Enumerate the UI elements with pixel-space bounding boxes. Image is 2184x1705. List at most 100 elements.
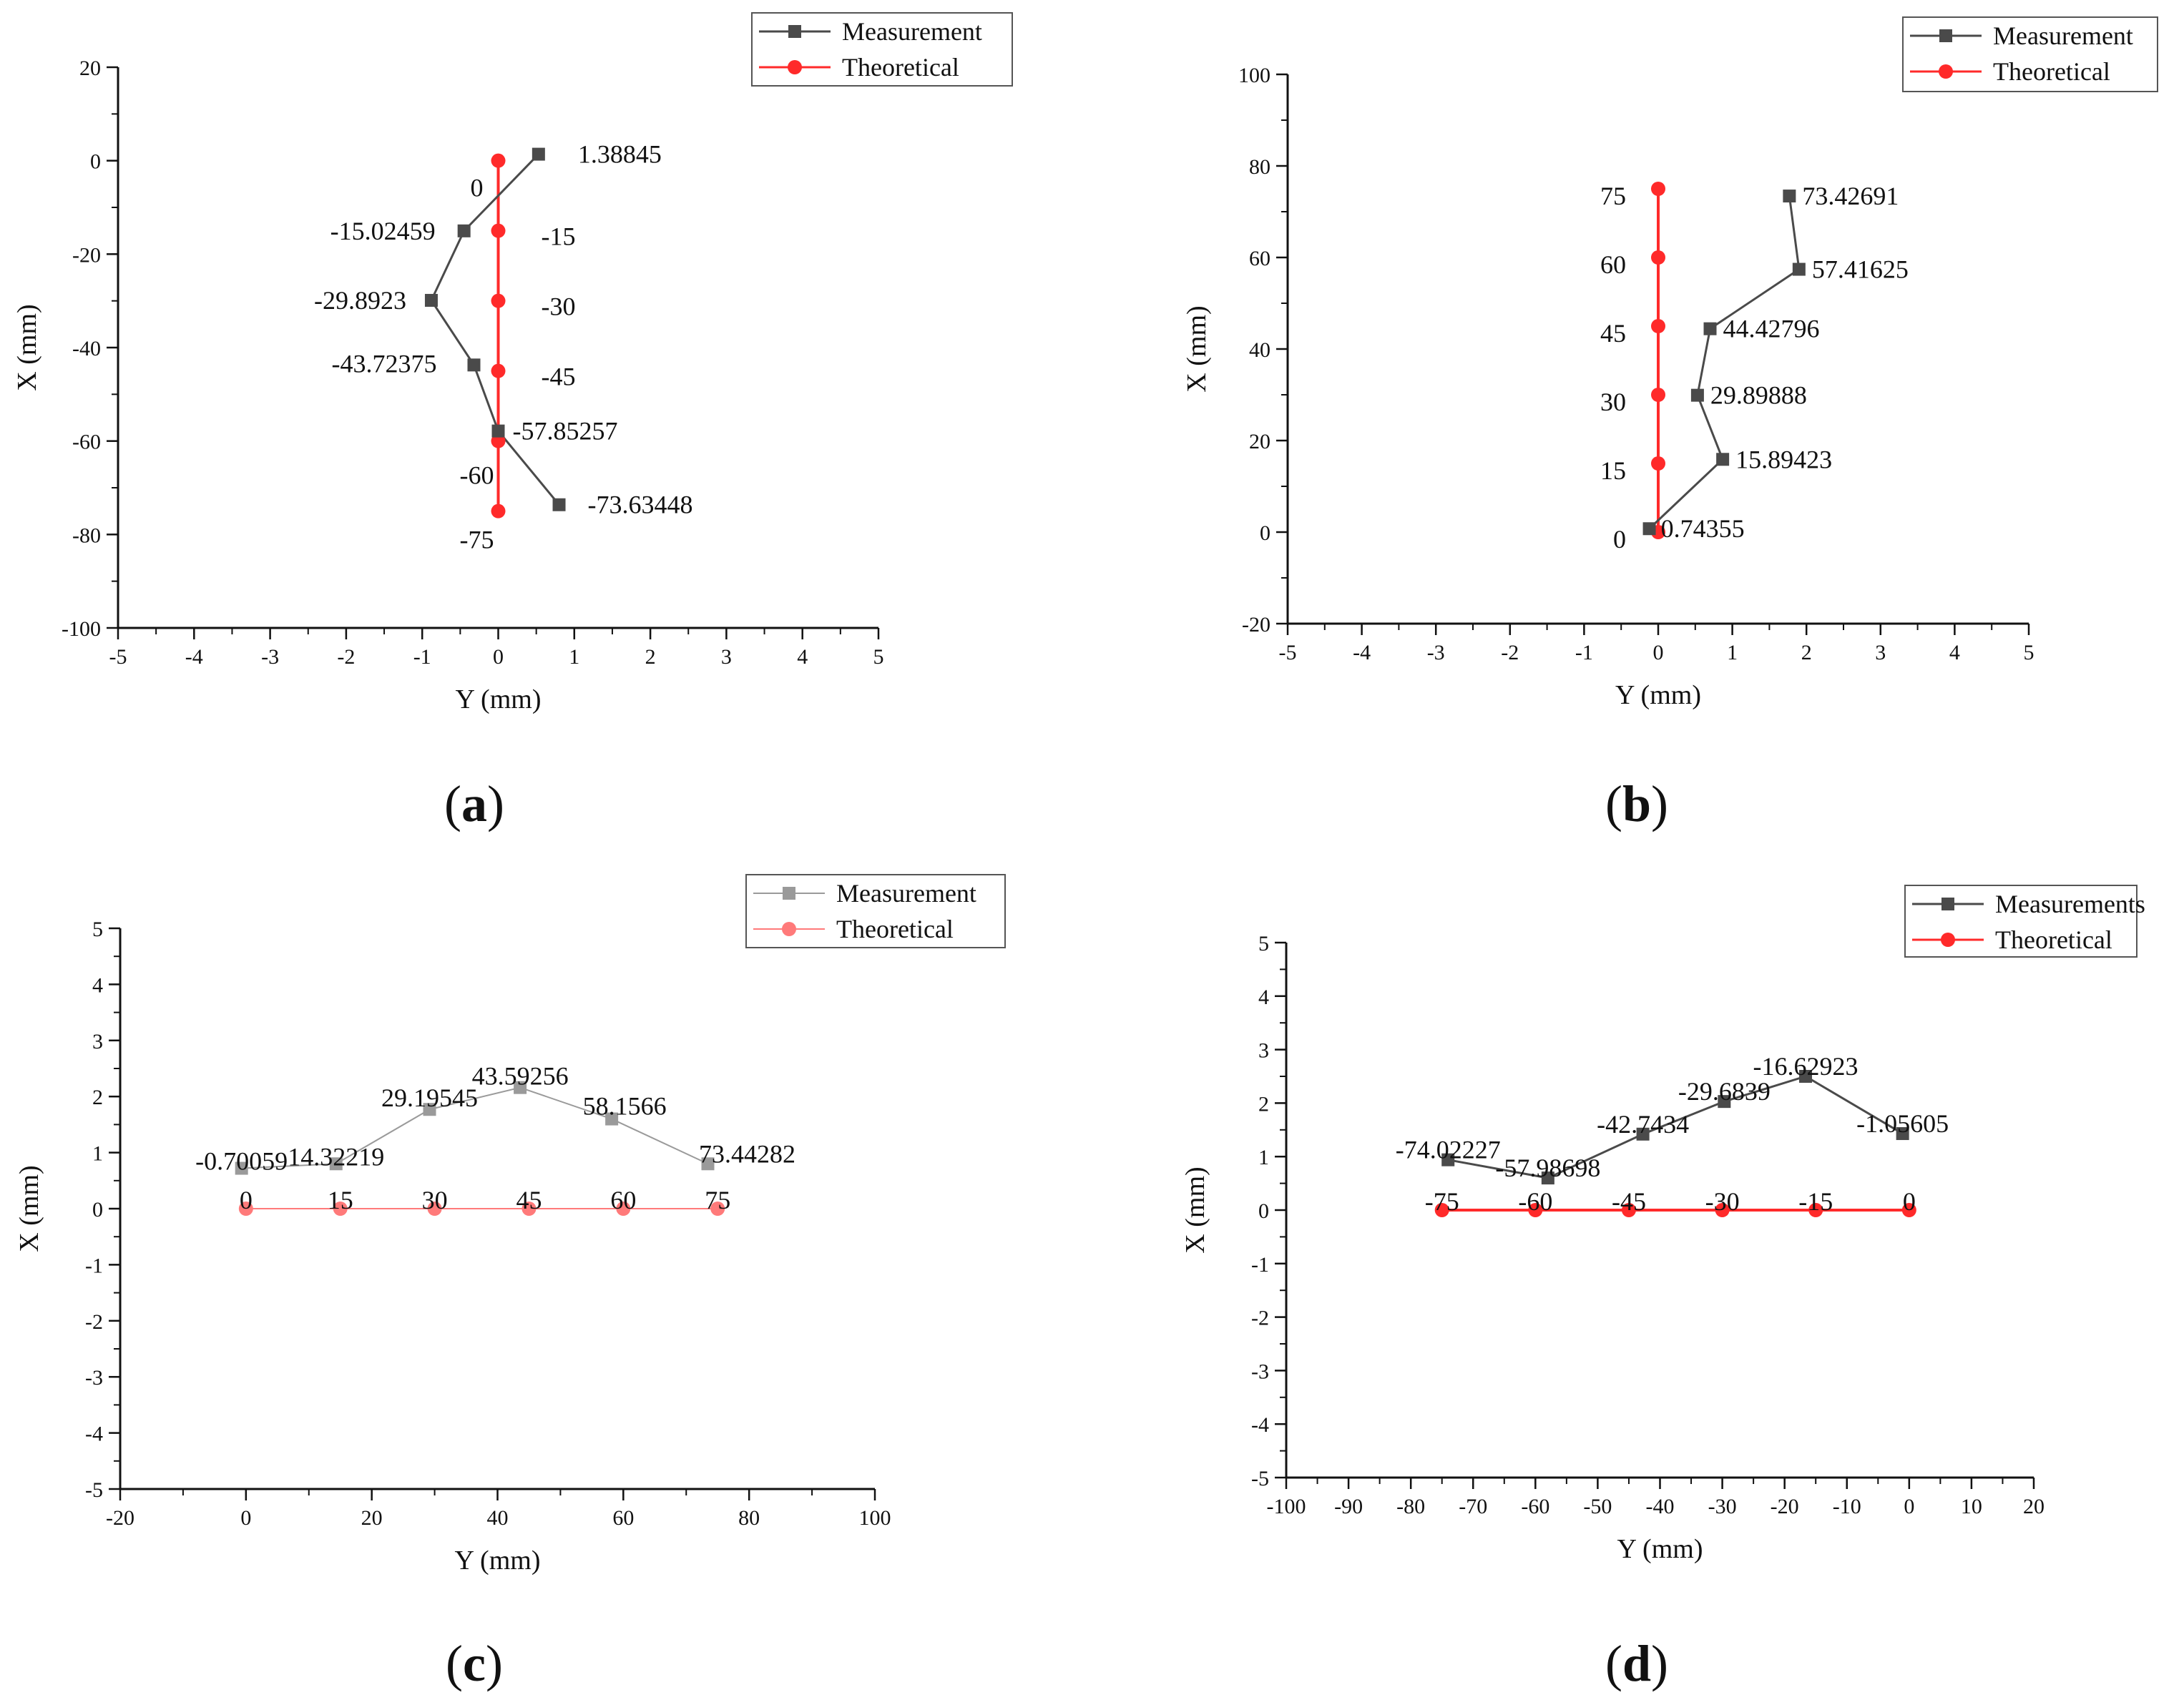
measurement-data-label: -15.02459 — [330, 217, 436, 245]
measurement-point-marker — [1896, 1127, 1909, 1141]
y-axis-title: X (mm) — [14, 1165, 44, 1252]
panel-paren: ( — [446, 1635, 463, 1692]
measurement-point-marker — [1783, 190, 1796, 203]
y-tick-label: -3 — [1251, 1360, 1269, 1383]
legend-label: Measurement — [842, 17, 982, 46]
measurement-data-label: 14.32219 — [288, 1142, 384, 1171]
x-tick-label: 20 — [2023, 1495, 2045, 1518]
measurement-data-label: 43.59256 — [472, 1062, 569, 1091]
measurement-point-marker — [1636, 1127, 1650, 1141]
measurement-point-marker — [1792, 262, 1806, 276]
theoretical-point-marker — [491, 503, 506, 519]
measurement-data-label: 0.74355 — [1661, 514, 1745, 543]
y-tick-label: -60 — [72, 431, 101, 454]
y-axis-title: X (mm) — [12, 304, 42, 390]
x-tick-label: -90 — [1334, 1495, 1363, 1518]
y-tick-label: -5 — [1251, 1467, 1269, 1490]
x-tick-label: 60 — [612, 1506, 634, 1530]
x-tick-label: -30 — [1708, 1495, 1737, 1518]
y-tick-label: -2 — [85, 1310, 103, 1334]
y-tick-label: 5 — [92, 918, 103, 941]
measurement-point-marker — [552, 498, 566, 511]
y-tick-label: -1 — [1251, 1253, 1269, 1277]
legend-label: Measurement — [836, 879, 976, 908]
measurement-data-label: 29.19545 — [381, 1084, 478, 1112]
theoretical-data-label: 15 — [1600, 456, 1626, 485]
theoretical-data-label: 0 — [240, 1186, 253, 1214]
measurement-point-marker — [235, 1161, 248, 1175]
chart-panel-d: -100 -90 -80 -70 -60 -50 -40 -30 -20 -10 0 10 205432… — [1180, 885, 2145, 1692]
chart-panel-c: -20 0 20 40 60 80 100 5 4 3 2 1 0 -1 -2 -3 -4 -5 Y (mm) X (… — [14, 874, 1006, 1692]
measurement-point-marker — [1441, 1153, 1455, 1166]
legend: Measurement Theoretical — [751, 12, 1013, 87]
theoretical-data-label: 45 — [1600, 319, 1626, 348]
measurement-point-marker — [423, 1103, 436, 1116]
x-axis-title: Y (mm) — [1617, 1534, 1703, 1564]
panel-paren: ( — [1605, 1635, 1622, 1692]
panel-label: (b) — [1605, 775, 1668, 832]
legend: Measurement Theoretical — [745, 874, 1006, 948]
x-tick-label: -10 — [1833, 1495, 1861, 1518]
theoretical-data-label: 75 — [705, 1186, 730, 1214]
theoretical-data-label: 0 — [1903, 1187, 1916, 1216]
x-tick-label: 0 — [493, 645, 504, 669]
legend-circle-marker — [782, 922, 796, 936]
theoretical-data-label: -15 — [1798, 1187, 1833, 1216]
theoretical-data-label: 0 — [1613, 525, 1626, 554]
theoretical-point-marker — [1651, 319, 1665, 333]
x-tick-label: 1 — [1727, 641, 1738, 664]
theoretical-point-marker — [1651, 250, 1665, 265]
y-tick-label: 80 — [1249, 155, 1270, 179]
x-tick-label: -1 — [1575, 641, 1593, 664]
panel-label: (d) — [1605, 1635, 1668, 1692]
theoretical-data-label: -30 — [1705, 1187, 1740, 1216]
theoretical-data-label: 15 — [328, 1186, 353, 1214]
series-line-measurement — [430, 153, 560, 506]
y-tick-label: -4 — [85, 1423, 103, 1446]
x-tick-label: -50 — [1583, 1495, 1612, 1518]
theoretical-point-marker — [1651, 456, 1665, 471]
y-tick-label: -2 — [1251, 1307, 1269, 1330]
measurement-point-marker — [1799, 1070, 1813, 1083]
theoretical-point-marker — [1621, 1203, 1636, 1217]
y-tick-label: -4 — [1251, 1413, 1269, 1437]
y-tick-label: 5 — [1258, 932, 1269, 955]
theoretical-point-marker — [1434, 1203, 1449, 1217]
x-tick-label: -100 — [1267, 1495, 1306, 1518]
measurement-point-marker — [605, 1112, 619, 1126]
measurement-data-label: -57.98698 — [1495, 1154, 1600, 1182]
legend-label: Measurement — [1993, 21, 2133, 50]
measurement-data-label: 58.1566 — [583, 1092, 667, 1121]
measurement-data-label: -29.6839 — [1678, 1077, 1771, 1106]
x-tick-label: 0 — [240, 1506, 251, 1530]
measurement-data-label: -16.62923 — [1753, 1052, 1859, 1081]
y-tick-label: 60 — [1249, 247, 1270, 270]
panel-letter: c — [463, 1635, 486, 1692]
legend-circle-marker — [1939, 64, 1953, 79]
chart-panel-a: -5 -4 -3 -2 -1 0 1 2 3 4 5 20 0 -20 -40 -60 -80 -100 Y (mm… — [12, 12, 1013, 832]
theoretical-data-label: -45 — [542, 363, 576, 391]
theoretical-point-marker — [1651, 182, 1665, 196]
legend: Measurements Theoretical — [1904, 885, 2145, 958]
measurement-point-marker — [514, 1081, 527, 1094]
y-tick-label: -3 — [85, 1366, 103, 1390]
legend-square-marker — [783, 887, 795, 900]
measurement-point-marker — [1642, 522, 1656, 536]
y-tick-label: -5 — [85, 1478, 103, 1502]
y-tick-label: 1 — [92, 1142, 103, 1166]
legend-label: Theoretical — [836, 915, 954, 943]
x-tick-label: 4 — [797, 645, 808, 669]
panel-label: (c) — [446, 1635, 503, 1692]
x-tick-label: -5 — [1279, 641, 1297, 664]
x-tick-label: 4 — [1949, 641, 1960, 664]
legend-label: Theoretical — [1995, 925, 2112, 954]
panel-paren: ( — [444, 775, 461, 832]
legend-square-marker — [1939, 29, 1952, 42]
x-axis-title: Y (mm) — [1615, 680, 1701, 710]
theoretical-point-marker — [1901, 1203, 1916, 1217]
legend-square-marker — [788, 25, 801, 38]
panel-paren: ) — [487, 775, 504, 832]
theoretical-data-label: -30 — [542, 293, 576, 321]
y-tick-label: -1 — [85, 1254, 103, 1277]
legend-label: Theoretical — [1993, 57, 2110, 86]
